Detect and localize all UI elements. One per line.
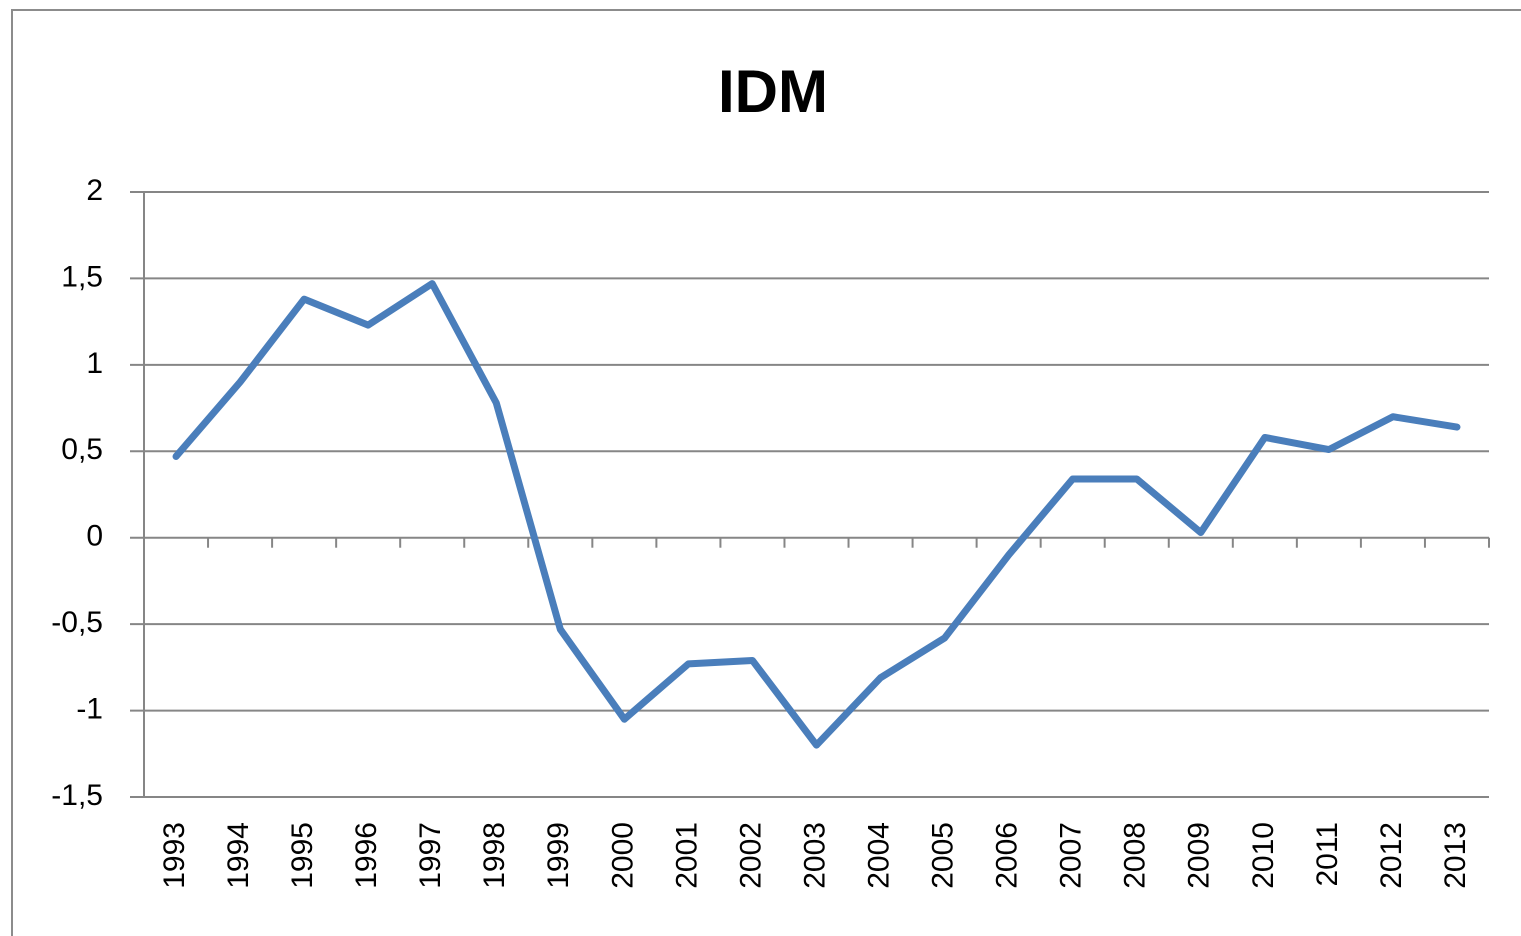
data-line	[172, 280, 1461, 749]
x-tick-label: 2012	[1375, 822, 1408, 889]
x-tick-label: 2010	[1247, 822, 1280, 889]
x-tick-label: 1999	[542, 822, 575, 889]
x-tick-label: 1995	[286, 822, 319, 889]
x-tick-label: 1994	[222, 822, 255, 889]
x-tick-label: 1998	[478, 822, 511, 889]
x-tick-label: 1993	[158, 822, 191, 889]
x-tick-label: 2008	[1119, 822, 1152, 889]
x-tick-label: 2004	[862, 822, 895, 889]
x-tick-label: 2007	[1055, 822, 1088, 889]
y-tick-label: 2	[86, 174, 103, 207]
x-tick-label: 1996	[350, 822, 383, 889]
y-tick-label: 1,5	[61, 260, 103, 293]
y-tick-label: 1	[86, 347, 103, 380]
y-tick-label: 0	[86, 520, 103, 553]
x-tick-label: 2003	[798, 822, 831, 889]
y-tick-label: -1	[76, 692, 103, 725]
y-tick-label: -1,5	[51, 779, 103, 812]
x-tick-label: 2000	[606, 822, 639, 889]
x-tick-label: 2013	[1439, 822, 1472, 889]
x-tick-label: 2009	[1183, 822, 1216, 889]
x-tick-label: 2011	[1311, 822, 1344, 887]
x-tick-label: 2006	[991, 822, 1024, 889]
chart-title: IDM	[718, 58, 828, 125]
chart-frame	[11, 9, 1521, 936]
x-tick-label: 2002	[734, 822, 767, 889]
x-tick-label: 1997	[414, 822, 447, 889]
y-tick-label: -0,5	[51, 606, 103, 639]
y-tick-label: 0,5	[61, 433, 103, 466]
x-tick-label: 2001	[670, 822, 703, 889]
x-tick-label: 2005	[927, 822, 960, 889]
